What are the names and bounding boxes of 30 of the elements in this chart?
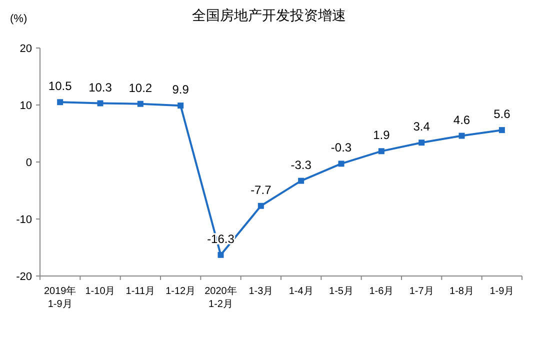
- xtick: 1-9月: [490, 286, 514, 297]
- xtick: 2019年 1-9月: [44, 286, 76, 310]
- data-label: 10.2: [128, 80, 152, 95]
- data-label: -3.3: [290, 158, 312, 172]
- ytick: -20: [16, 271, 32, 283]
- xtick: 1-7月: [409, 286, 434, 297]
- xtick: 1-12月: [166, 286, 196, 297]
- xtick: 1-4月: [288, 286, 314, 297]
- ytick: -10: [16, 214, 32, 226]
- title: 全国房地产开发投资增速: [192, 7, 346, 23]
- data-label: -7.7: [250, 182, 272, 197]
- data-label: 5.6: [494, 107, 510, 122]
- xtick: 2020年 1-2月: [204, 286, 237, 310]
- ytick: 20: [20, 43, 32, 55]
- data-label: 9.9: [172, 82, 189, 97]
- ytick: 10: [20, 100, 32, 112]
- xtick: 1-10月: [85, 286, 116, 297]
- data-label: 10.3: [88, 80, 112, 94]
- xtick: 1-6月: [369, 286, 394, 297]
- ylabel: (%): [10, 13, 28, 25]
- data-label: 4.6: [453, 112, 470, 127]
- xtick: 1-8月: [450, 286, 474, 297]
- xtick: 1-3月: [248, 286, 274, 297]
- data-label: 1.9: [373, 128, 390, 142]
- ytick: 0: [26, 157, 32, 169]
- data-label: 3.4: [413, 120, 430, 134]
- xtick: 1-5月: [329, 286, 354, 297]
- xtick: 1-11月: [126, 286, 156, 297]
- data-label: 10.5: [48, 79, 72, 94]
- data-label: -0.3: [330, 140, 352, 155]
